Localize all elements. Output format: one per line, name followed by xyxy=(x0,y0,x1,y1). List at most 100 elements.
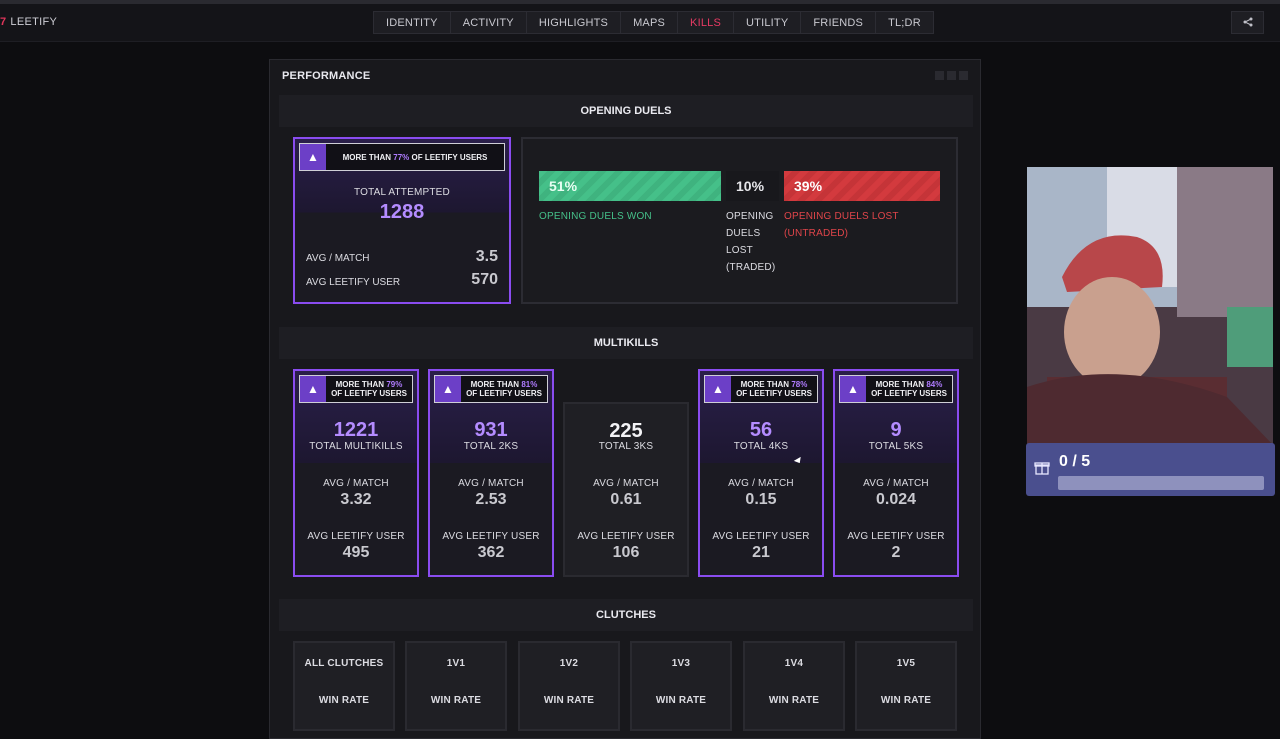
win-rate-label: WIN RATE xyxy=(768,695,820,706)
clutch-title: 1V3 xyxy=(671,658,691,669)
goal-counter: 0 / 5 xyxy=(1059,453,1091,470)
tab-friends[interactable]: FRIENDS xyxy=(800,11,877,34)
avg-match-label: AVG / MATCH xyxy=(458,478,524,489)
multikill-card-4k: ▲ MORE THAN 78% OF LEETIFY USERS 56 TOTAL… xyxy=(698,369,824,577)
duels-won-label: OPENING DUELS WON xyxy=(539,211,652,222)
avg-user-label: AVG LEETIFY USER xyxy=(306,277,401,288)
avg-user-value: 2 xyxy=(891,544,901,561)
traded-line-4: (TRADED) xyxy=(726,262,776,273)
duels-won-bar: 51% xyxy=(539,171,721,201)
win-rate-label: WIN RATE xyxy=(430,695,482,706)
leetify-a-icon: ▲ xyxy=(300,376,326,402)
multikill-label: TOTAL 3KS xyxy=(598,441,654,452)
win-rate-label: WIN RATE xyxy=(318,695,370,706)
tab-maps[interactable]: MAPS xyxy=(620,11,679,34)
opening-duels-heading: OPENING DUELS xyxy=(279,95,973,127)
multikill-value: 1221 xyxy=(333,419,379,441)
badge-prefix: MORE THAN xyxy=(335,380,385,389)
clutch-card-1v5: 1V5 WIN RATE xyxy=(855,641,957,731)
duels-traded-label: OPENING DUELS LOST (TRADED) xyxy=(726,208,786,276)
tab-highlights[interactable]: HIGHLIGHTS xyxy=(525,11,622,34)
webcam-overlay xyxy=(1027,167,1273,445)
multikill-card-5k: ▲ MORE THAN 84% OF LEETIFY USERS 9 TOTAL … xyxy=(833,369,959,577)
badge-suffix: OF LEETIFY USERS xyxy=(736,389,812,398)
avg-user-value: 21 xyxy=(752,544,770,561)
multikill-value: 9 xyxy=(890,419,902,441)
total-attempted-card: ▲ MORE THAN 77% OF LEETIFY USERS TOTAL A… xyxy=(293,137,511,304)
avg-user-value: 570 xyxy=(471,271,498,288)
avg-user-label: AVG LEETIFY USER xyxy=(847,531,945,542)
multikill-card-3k: 225 TOTAL 3KS AVG / MATCH 0.61 AVG LEETI… xyxy=(563,402,689,577)
traded-line-1: OPENING xyxy=(726,211,774,222)
win-rate-label: WIN RATE xyxy=(655,695,707,706)
tab-identity[interactable]: IDENTITY xyxy=(373,11,451,34)
brand-logo[interactable]: 7 LEETIFY xyxy=(0,16,58,28)
percentile-badge: ▲ MORE THAN 78% OF LEETIFY USERS xyxy=(704,375,818,403)
badge-percent: 81% xyxy=(521,380,538,389)
multikill-card-total: ▲ MORE THAN 79% OF LEETIFY USERS 1221 TOT… xyxy=(293,369,419,577)
avg-match-label: AVG / MATCH xyxy=(863,478,929,489)
multikill-label: TOTAL 5KS xyxy=(868,441,924,452)
lost-line-2: (UNTRADED) xyxy=(784,228,849,239)
leetify-a-icon: ▲ xyxy=(840,376,866,402)
badge-suffix: OF LEETIFY USERS xyxy=(871,389,947,398)
percentile-badge: ▲ MORE THAN 84% OF LEETIFY USERS xyxy=(839,375,953,403)
avg-user-label: AVG LEETIFY USER xyxy=(442,531,540,542)
multikill-value: 56 xyxy=(749,419,773,441)
badge-prefix: MORE THAN xyxy=(875,380,925,389)
avg-match-value: 3.32 xyxy=(340,491,372,508)
avg-user-label: AVG LEETIFY USER xyxy=(577,531,675,542)
duels-traded-bar: 10% xyxy=(726,171,779,201)
avg-match-value: 2.53 xyxy=(475,491,507,508)
traded-line-3: LOST xyxy=(726,245,753,256)
percentile-badge: ▲ MORE THAN 79% OF LEETIFY USERS xyxy=(299,375,413,403)
multikill-value: 931 xyxy=(474,419,508,441)
avg-user-value: 495 xyxy=(342,544,370,561)
clutch-card-1v3: 1V3 WIN RATE xyxy=(630,641,732,731)
duels-lost-bar: 39% xyxy=(784,171,940,201)
avg-match-value: 0.024 xyxy=(875,491,917,508)
leetify-a-icon: ▲ xyxy=(300,144,326,170)
avg-match-label: AVG / MATCH xyxy=(306,253,370,264)
avg-match-value: 0.15 xyxy=(745,491,777,508)
share-icon xyxy=(1243,17,1252,27)
clutch-title: 1V2 xyxy=(559,658,579,669)
leetify-a-icon: ▲ xyxy=(705,376,731,402)
win-rate-label: WIN RATE xyxy=(880,695,932,706)
avg-match-value: 3.5 xyxy=(475,248,498,265)
total-attempted-value: 1288 xyxy=(379,201,425,223)
gift-icon xyxy=(1034,459,1052,477)
performance-panel: PERFORMANCE OPENING DUELS ▲ MORE THAN 77… xyxy=(269,59,981,739)
multikill-card-2k: ▲ MORE THAN 81% OF LEETIFY USERS 931 TOTA… xyxy=(428,369,554,577)
avg-user-value: 362 xyxy=(477,544,505,561)
multikill-label: TOTAL 2KS xyxy=(463,441,519,452)
share-button[interactable] xyxy=(1231,11,1264,34)
tab-utility[interactable]: UTILITY xyxy=(733,11,802,34)
avg-match-label: AVG / MATCH xyxy=(323,478,389,489)
traded-line-2: DUELS xyxy=(726,228,761,239)
badge-percent: 84% xyxy=(926,380,943,389)
tab-tldr[interactable]: TL;DR xyxy=(875,11,934,34)
multikill-label: TOTAL 4KS xyxy=(733,441,789,452)
section-tabs: IDENTITY ACTIVITY HIGHLIGHTS MAPS KILLS … xyxy=(373,11,934,34)
badge-percent: 77% xyxy=(393,152,410,162)
clutch-card-1v2: 1V2 WIN RATE xyxy=(518,641,620,731)
clutch-title: 1V5 xyxy=(896,658,916,669)
badge-prefix: MORE THAN xyxy=(740,380,790,389)
badge-suffix: OF LEETIFY USERS xyxy=(411,152,488,162)
total-attempted-label: TOTAL ATTEMPTED xyxy=(354,187,450,198)
tab-activity[interactable]: ACTIVITY xyxy=(449,11,527,34)
leetify-a-icon: ▲ xyxy=(435,376,461,402)
multikills-heading: MULTIKILLS xyxy=(279,327,973,359)
panel-window-controls xyxy=(935,71,968,80)
tab-kills[interactable]: KILLS xyxy=(677,11,735,34)
top-bar: 7 LEETIFY IDENTITY ACTIVITY HIGHLIGHTS MA… xyxy=(0,0,1280,42)
duels-lost-label: OPENING DUELS LOST (UNTRADED) xyxy=(784,208,899,242)
avg-match-value: 0.61 xyxy=(610,491,642,508)
multikill-value: 225 xyxy=(609,420,643,442)
avg-user-label: AVG LEETIFY USER xyxy=(712,531,810,542)
webcam-feed xyxy=(1027,167,1273,445)
clutch-card-1v4: 1V4 WIN RATE xyxy=(743,641,845,731)
avg-user-value: 106 xyxy=(612,544,640,561)
lost-line-1: OPENING DUELS LOST xyxy=(784,211,899,222)
